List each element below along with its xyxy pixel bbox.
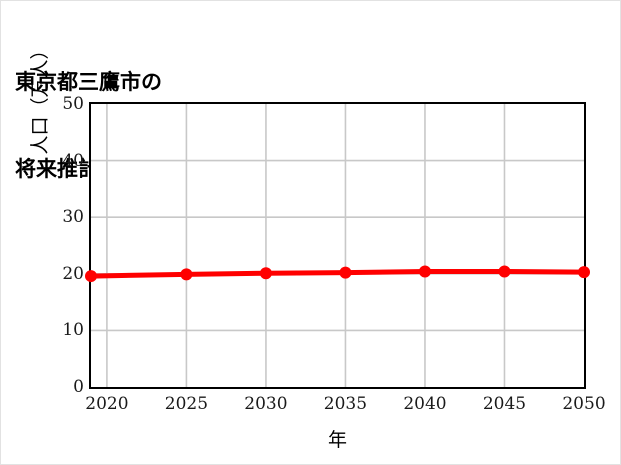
y-tick-label: 20 bbox=[62, 263, 84, 284]
x-tick-label: 2045 bbox=[482, 394, 527, 414]
data-point bbox=[259, 267, 272, 280]
data-point bbox=[180, 268, 193, 281]
y-tick-label: 50 bbox=[62, 94, 84, 114]
y-tick-label: 30 bbox=[62, 207, 84, 228]
series-line-population bbox=[85, 265, 590, 283]
chart-title-line-1: 東京都三鷹市の bbox=[15, 70, 162, 94]
y-tick-label: 10 bbox=[62, 320, 84, 341]
x-tick-label: 2025 bbox=[164, 394, 209, 414]
y-tick-label: 0 bbox=[73, 377, 84, 397]
x-tick-label: 2035 bbox=[323, 394, 368, 414]
y-tick-label: 40 bbox=[62, 150, 84, 171]
x-tick-label: 2050 bbox=[562, 394, 606, 414]
x-tick-label: 2040 bbox=[403, 394, 447, 414]
x-axis-title: 年 bbox=[327, 429, 347, 451]
data-point bbox=[418, 265, 431, 278]
gridlines bbox=[91, 104, 584, 387]
x-tick-label: 2030 bbox=[244, 394, 288, 414]
y-axis-title: 人口（万人） bbox=[29, 40, 51, 155]
data-point bbox=[339, 266, 352, 279]
y-axis-title-wrap: 人口（万人） bbox=[15, 41, 53, 389]
data-point bbox=[85, 270, 97, 283]
plot-area: 0 10 20 30 40 50 2020 2025 2030 2035 2040 2045 2050 bbox=[62, 94, 605, 414]
x-tick-label: 2020 bbox=[85, 394, 129, 414]
data-point bbox=[498, 265, 511, 278]
data-point bbox=[578, 266, 590, 279]
